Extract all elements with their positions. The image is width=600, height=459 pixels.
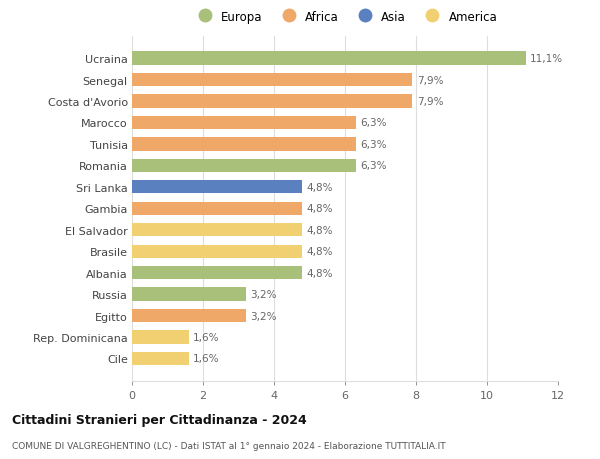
Bar xyxy=(132,138,356,151)
Bar xyxy=(132,309,245,323)
Text: 7,9%: 7,9% xyxy=(417,97,443,107)
Bar xyxy=(132,159,356,173)
Bar xyxy=(132,330,189,344)
Legend: Europa, Africa, Asia, America: Europa, Africa, Asia, America xyxy=(190,8,500,26)
Text: 4,8%: 4,8% xyxy=(307,225,333,235)
Text: COMUNE DI VALGREGHENTINO (LC) - Dati ISTAT al 1° gennaio 2024 - Elaborazione TUT: COMUNE DI VALGREGHENTINO (LC) - Dati IST… xyxy=(12,441,446,450)
Bar xyxy=(132,74,412,87)
Text: 4,8%: 4,8% xyxy=(307,246,333,257)
Text: 6,3%: 6,3% xyxy=(360,140,386,150)
Bar xyxy=(132,352,189,365)
Text: 6,3%: 6,3% xyxy=(360,118,386,128)
Bar xyxy=(132,202,302,215)
Bar xyxy=(132,95,412,108)
Text: 3,2%: 3,2% xyxy=(250,290,277,299)
Text: Cittadini Stranieri per Cittadinanza - 2024: Cittadini Stranieri per Cittadinanza - 2… xyxy=(12,413,307,426)
Text: 4,8%: 4,8% xyxy=(307,204,333,214)
Text: 7,9%: 7,9% xyxy=(417,75,443,85)
Bar xyxy=(132,52,526,66)
Text: 3,2%: 3,2% xyxy=(250,311,277,321)
Bar xyxy=(132,224,302,237)
Text: 4,8%: 4,8% xyxy=(307,268,333,278)
Text: 1,6%: 1,6% xyxy=(193,354,220,364)
Text: 6,3%: 6,3% xyxy=(360,161,386,171)
Bar xyxy=(132,266,302,280)
Bar xyxy=(132,181,302,194)
Bar xyxy=(132,245,302,258)
Bar xyxy=(132,288,245,301)
Text: 11,1%: 11,1% xyxy=(530,54,563,64)
Text: 1,6%: 1,6% xyxy=(193,332,220,342)
Text: 4,8%: 4,8% xyxy=(307,182,333,192)
Bar xyxy=(132,117,356,130)
